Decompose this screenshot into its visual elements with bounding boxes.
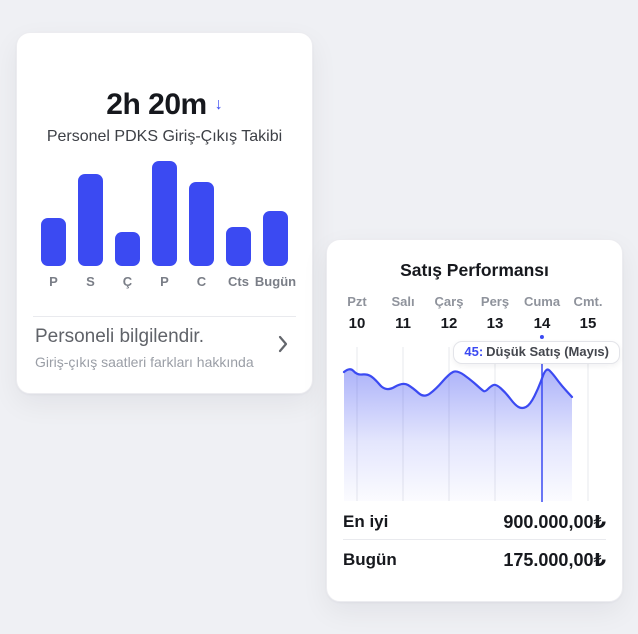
sales-tooltip-label: Düşük Satış (Mayıs): [486, 344, 609, 359]
notify-personnel-subtitle: Giriş-çıkış saatleri farkları hakkında: [35, 354, 254, 370]
day-date: 15: [579, 315, 597, 332]
sales-card-title: Satış Performansı: [400, 260, 549, 280]
day-date: 11: [395, 315, 411, 332]
sales-tooltip: 45: Düşük Satış (Mayıs): [453, 341, 620, 364]
day-date: 13: [486, 315, 504, 332]
day-tab-cuma[interactable]: Cuma 14: [523, 294, 561, 339]
bar-cts: [226, 227, 251, 266]
bar-label: P: [49, 274, 58, 289]
day-name: Pzt: [347, 294, 367, 309]
day-name: Cuma: [523, 294, 561, 309]
day-tab-çarş[interactable]: Çarş 12: [435, 294, 464, 332]
bar-label-cell: P: [41, 274, 66, 290]
day-tab-salı[interactable]: Salı 11: [391, 294, 414, 332]
pdks-bar-chart-labels: P S Ç P C Cts Bugün: [17, 274, 312, 290]
day-name: Perş: [480, 294, 510, 309]
bar-bugün: [263, 211, 288, 266]
bar-label: Bugün: [254, 274, 297, 289]
day-tab-pzt[interactable]: Pzt 10: [347, 294, 367, 332]
best-sales-label: En iyi: [343, 512, 389, 531]
bar-label-cell: C: [189, 274, 214, 290]
bar-label: P: [160, 274, 169, 289]
sales-card-divider: [343, 539, 606, 540]
bar-label-cell: Ç: [115, 274, 140, 290]
sales-line: [342, 368, 574, 410]
notify-personnel-title: Personeli bilgilendir.: [35, 326, 204, 347]
day-date: 12: [440, 315, 458, 332]
trend-down-arrow-icon: ↓: [214, 96, 223, 113]
day-tab-perş[interactable]: Perş 13: [481, 294, 509, 332]
bar-label: Cts: [228, 274, 249, 289]
bar-s: [78, 174, 103, 266]
sales-area-chart-svg: [342, 347, 589, 502]
day-date: 10: [348, 315, 366, 332]
today-sales-label: Bugün: [343, 550, 397, 569]
best-sales-row: En iyi 900.000,00₺: [343, 510, 606, 534]
day-name: Salı: [391, 294, 415, 309]
day-selector-row: Pzt 10 Salı 11 Çarş 12 Perş 13 Cuma 14 Cmt. 15: [327, 294, 622, 340]
pdks-card-divider: [33, 316, 296, 317]
pdks-card: 2h 20m ↓ Personel PDKS Giriş-Çıkış Takib…: [16, 32, 313, 394]
day-date: 14: [533, 315, 551, 332]
bar-label-cell: P: [152, 274, 177, 290]
bar-label-cell: Bugün: [255, 274, 296, 290]
area-fill: [344, 369, 572, 501]
sales-area-chart: 45: Düşük Satış (Mayıs): [327, 341, 624, 503]
day-tab-cmt[interactable]: Cmt. 15: [574, 294, 603, 332]
sales-tooltip-value: 45:: [464, 344, 484, 359]
pdks-bar-chart: [17, 161, 312, 266]
bar-label-cell: Cts: [226, 274, 251, 290]
day-name: Cmt.: [573, 294, 603, 309]
bar-p: [41, 218, 66, 266]
today-sales-value: 175.000,00₺: [503, 550, 606, 570]
bar-p: [152, 161, 177, 266]
best-sales-value: 900.000,00₺: [503, 512, 606, 532]
selected-day-dot-icon: [540, 335, 544, 339]
pdks-card-header: 2h 20m ↓ Personel PDKS Giriş-Çıkış Takib…: [17, 88, 312, 147]
bar-label: C: [196, 274, 207, 289]
today-sales-row: Bugün 175.000,00₺: [343, 548, 606, 572]
tracked-time-headline: 2h 20m ↓: [106, 88, 222, 122]
bar-label: S: [86, 274, 95, 289]
notify-personnel-button[interactable]: Personeli bilgilendir. Giriş-çıkış saatl…: [35, 325, 296, 371]
pdks-card-subtitle: Personel PDKS Giriş-Çıkış Takibi: [46, 128, 283, 145]
bar-label: Ç: [122, 274, 133, 289]
bar-label-cell: S: [78, 274, 103, 290]
bar-ç: [115, 232, 140, 266]
sales-performance-card: Satış Performansı Pzt 10 Salı 11 Çarş 12 Perş 1…: [326, 239, 623, 602]
day-name: Çarş: [434, 294, 464, 309]
chevron-right-icon: [278, 335, 288, 358]
tracked-time-value: 2h 20m: [106, 88, 207, 121]
bar-c: [189, 182, 214, 266]
